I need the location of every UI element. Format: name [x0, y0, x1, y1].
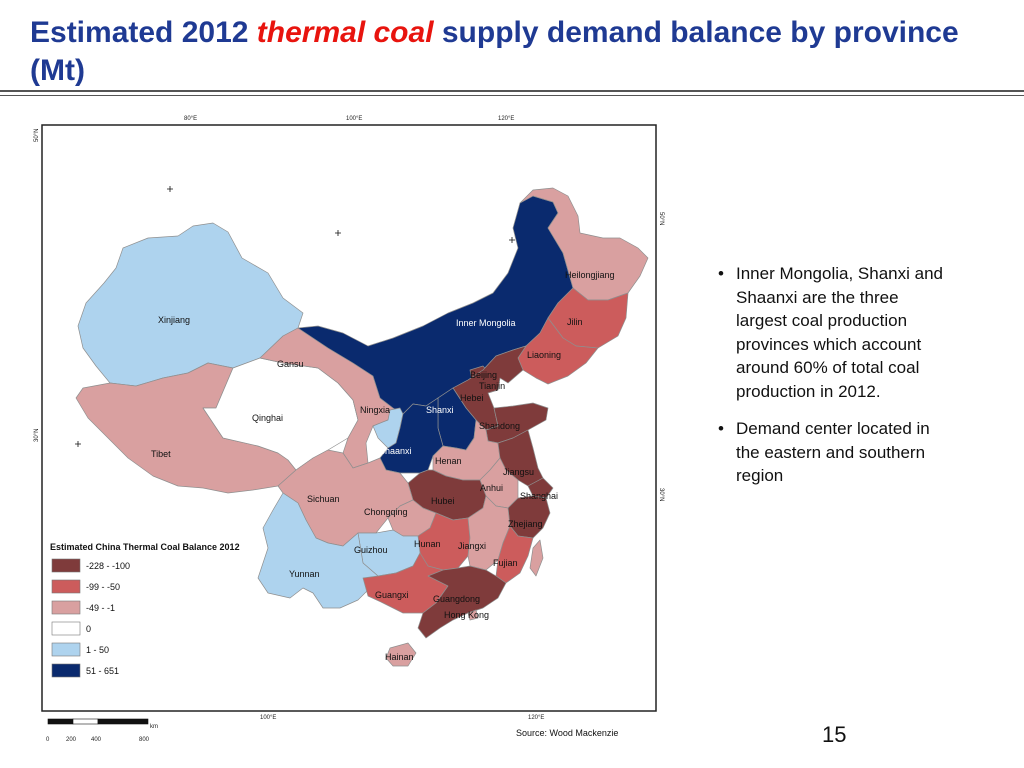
label-tibet: Tibet — [151, 449, 171, 459]
title-part1: Estimated 2012 — [30, 16, 257, 49]
axis-bottom-120e: 120°E — [528, 715, 544, 721]
title-highlight: thermal coal — [256, 16, 434, 49]
province-yunnan — [257, 492, 379, 609]
label-inner-mongolia: Inner Mongolia — [456, 318, 516, 328]
label-hong-kong: Hong Kong — [444, 610, 489, 620]
title-divider-bottom — [0, 95, 1024, 96]
bullet-item: Demand center located in the eastern and… — [714, 417, 954, 488]
province-hong-kong — [467, 609, 479, 621]
title-divider-top — [0, 90, 1024, 92]
legend-title: Estimated China Thermal Coal Balance 201… — [50, 542, 240, 552]
label-sichuan: Sichuan — [307, 494, 340, 504]
legend-swatch-6 — [51, 663, 81, 678]
label-guangdong: Guangdong — [433, 594, 480, 604]
title-part2: supply demand balance by province (Mt) — [30, 16, 959, 87]
scale-tick-200: 200 — [66, 737, 77, 743]
legend-swatch-4 — [51, 621, 81, 636]
label-qinghai: Qinghai — [252, 413, 283, 423]
scale-unit: km — [150, 724, 158, 730]
axis-right-50n: 50°N — [658, 212, 664, 225]
label-anhui: Anhui — [480, 483, 503, 493]
province-labels: Xinjiang Tibet Qinghai Gansu Inner Mongo… — [151, 270, 615, 662]
label-shandong: Shandong — [479, 421, 520, 431]
axis-top-120e: 120°E — [498, 116, 514, 122]
axis-top-80e: 80°E — [184, 116, 197, 122]
label-hainan: Hainan — [385, 652, 414, 662]
label-fujian: Fujian — [493, 558, 518, 568]
label-liaoning: Liaoning — [527, 350, 561, 360]
label-jilin: Jilin — [567, 317, 583, 327]
label-chongqing: Chongqing — [364, 507, 408, 517]
label-xinjiang: Xinjiang — [158, 315, 190, 325]
map-source: Source: Wood Mackenzie — [516, 728, 618, 738]
axis-top-100e: 100°E — [346, 116, 362, 122]
province-hainan — [385, 642, 417, 667]
label-yunnan: Yunnan — [289, 569, 320, 579]
scale-tick-0: 0 — [46, 737, 50, 743]
scale-bar: km 0 200 400 800 — [46, 718, 158, 743]
label-shanxi: Shanxi — [426, 405, 454, 415]
bullet-list: Inner Mongolia, Shanxi and Shaanxi are t… — [714, 262, 954, 502]
page-number: 15 — [822, 722, 847, 747]
label-guizhou: Guizhou — [354, 545, 388, 555]
bullet-item: Inner Mongolia, Shanxi and Shaanxi are t… — [714, 262, 954, 403]
label-hebei: Hebei — [460, 393, 484, 403]
label-henan: Henan — [435, 456, 462, 466]
label-heilongjiang: Heilongjiang — [565, 270, 615, 280]
label-tianjin: Tianjin — [479, 381, 505, 391]
axis-left-50n: 50°N — [34, 129, 40, 142]
label-shaanxi: Shaanxi — [379, 446, 412, 456]
legend-label-5: 1 - 50 — [86, 645, 109, 655]
axis-bottom-100e: 100°E — [260, 715, 276, 721]
label-jiangxi: Jiangxi — [458, 541, 486, 551]
label-ningxia: Ningxia — [360, 405, 390, 415]
legend-swatch-3 — [51, 600, 81, 615]
label-zhejiang: Zhejiang — [508, 519, 543, 529]
map-legend: Estimated China Thermal Coal Balance 201… — [50, 542, 240, 678]
legend-label-1: -228 - -100 — [86, 561, 130, 571]
taiwan-outline — [529, 539, 544, 577]
label-gansu: Gansu — [277, 359, 304, 369]
china-coal-balance-map: 80°E 100°E 120°E 100°E 120°E 50°N 30°N 5… — [28, 108, 678, 748]
map-svg: 80°E 100°E 120°E 100°E 120°E 50°N 30°N 5… — [34, 116, 664, 743]
label-hubei: Hubei — [431, 496, 455, 506]
province-heilongjiang — [519, 187, 649, 301]
legend-label-3: -49 - -1 — [86, 603, 115, 613]
province-shanghai — [527, 477, 554, 499]
scale-tick-400: 400 — [91, 737, 102, 743]
scale-tick-800: 800 — [139, 737, 150, 743]
label-jiangsu: Jiangsu — [503, 467, 534, 477]
legend-swatch-1 — [51, 558, 81, 573]
label-beijing: Beijing — [470, 370, 497, 380]
legend-swatch-5 — [51, 642, 81, 657]
axis-right-30n: 30°N — [658, 488, 664, 501]
legend-swatch-2 — [51, 579, 81, 594]
legend-label-4: 0 — [86, 624, 91, 634]
label-shanghai: Shanghai — [520, 491, 558, 501]
label-hunan: Hunan — [414, 539, 441, 549]
slide-title: Estimated 2012 thermal coal supply deman… — [30, 14, 990, 90]
axis-left-30n: 30°N — [34, 429, 40, 442]
legend-label-6: 51 - 651 — [86, 666, 119, 676]
legend-label-2: -99 - -50 — [86, 582, 120, 592]
label-guangxi: Guangxi — [375, 590, 409, 600]
